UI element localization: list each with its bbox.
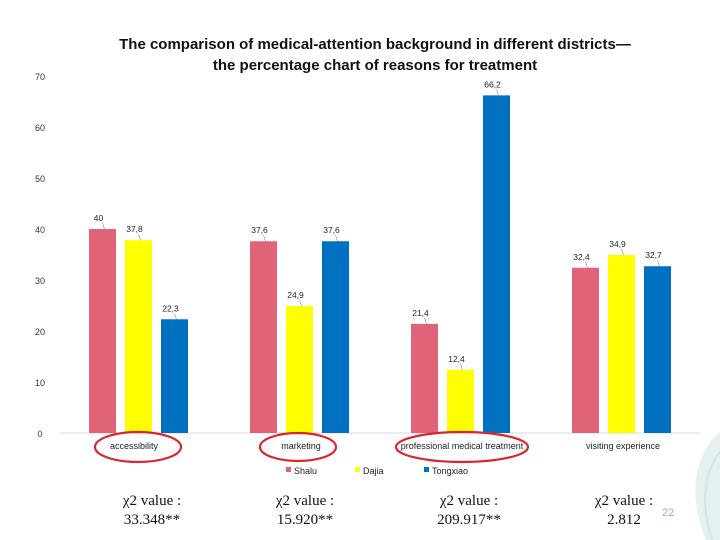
chi-square-line: χ2 value :: [439, 493, 499, 509]
bar: [286, 306, 313, 433]
bar: [89, 229, 116, 433]
chi-square-line: χ2 value :: [594, 493, 654, 509]
chart-title-line-2: the percentage chart of reasons for trea…: [212, 57, 538, 74]
chi-square-line: 209.917**: [437, 512, 501, 528]
data-label-leader: [657, 260, 660, 267]
chi-square-value: χ2 value : 209.917**: [399, 492, 539, 530]
decorative-leaf-icon: [695, 432, 720, 540]
bar: [125, 240, 152, 433]
data-label-leader: [138, 234, 141, 241]
bar: [447, 369, 474, 433]
data-label: 37,6: [323, 225, 340, 235]
data-label-leader: [585, 261, 588, 268]
bar: [411, 323, 438, 433]
chart-title-line-1: The comparison of medical-attention back…: [119, 36, 631, 53]
data-label: 32,4: [573, 252, 590, 262]
y-tick-label: 60: [35, 123, 45, 133]
highlight-circle: [93, 430, 183, 464]
legend-label: Dajia: [363, 466, 384, 476]
bar: [250, 241, 277, 433]
data-label: 66,2: [484, 79, 501, 89]
data-label-leader: [299, 299, 302, 307]
chi-square-line: χ2 value :: [122, 493, 182, 509]
legend-swatch: [286, 467, 291, 472]
legend-label: Shalu: [294, 466, 317, 476]
chart-title: The comparison of medical-attention back…: [60, 34, 690, 76]
data-label: 12,4: [448, 354, 465, 364]
chi-square-value: χ2 value : 2.812: [554, 492, 694, 530]
y-tick-label: 20: [35, 327, 45, 337]
bar: [161, 319, 188, 433]
bar: [483, 95, 510, 433]
highlight-circle: [258, 431, 338, 463]
y-tick-label: 10: [35, 378, 45, 388]
data-label: 37,6: [251, 225, 268, 235]
category-label: professional medical treatment: [401, 441, 524, 451]
data-label: 37,8: [126, 224, 143, 234]
data-label-leader: [424, 317, 427, 324]
category-label: visiting experience: [586, 441, 660, 451]
bar: [608, 255, 635, 433]
data-label-leader: [174, 313, 177, 320]
data-label: 22,3: [162, 303, 179, 313]
chi-square-value: χ2 value : 33.348**: [82, 492, 222, 530]
chi-square-line: 2.812: [607, 512, 641, 528]
legend-swatch: [424, 467, 429, 472]
y-tick-label: 40: [35, 225, 45, 235]
data-label: 21,4: [412, 308, 429, 318]
chi-square-line: χ2 value :: [275, 493, 335, 509]
category-label: marketing: [281, 441, 321, 451]
y-tick-label: 50: [35, 174, 45, 184]
data-label-leader: [102, 222, 105, 230]
bar: [322, 241, 349, 433]
chi-square-value: χ2 value : 15.920**: [235, 492, 375, 530]
y-tick-label: 30: [35, 276, 45, 286]
data-label: 34,9: [609, 239, 626, 249]
data-label-leader: [460, 363, 463, 370]
legend-label: Tongxiao: [432, 466, 468, 476]
page-number: 22: [662, 507, 675, 519]
data-label: 24,9: [287, 290, 304, 300]
legend-swatch: [355, 467, 360, 472]
data-label-leader: [496, 89, 499, 96]
chi-square-line: 33.348**: [123, 512, 181, 528]
data-label-leader: [335, 235, 338, 242]
data-label-leader: [263, 235, 266, 242]
bar: [572, 267, 599, 433]
category-label: accessibility: [110, 441, 159, 451]
y-tick-label: 0: [37, 429, 42, 439]
bar: [644, 266, 671, 433]
chi-square-line: 15.920**: [276, 512, 334, 528]
highlight-circle: [394, 430, 530, 464]
data-label-leader: [621, 248, 624, 256]
y-tick-label: 70: [35, 72, 45, 82]
data-label: 40: [94, 213, 104, 223]
data-label: 32,7: [645, 250, 662, 260]
